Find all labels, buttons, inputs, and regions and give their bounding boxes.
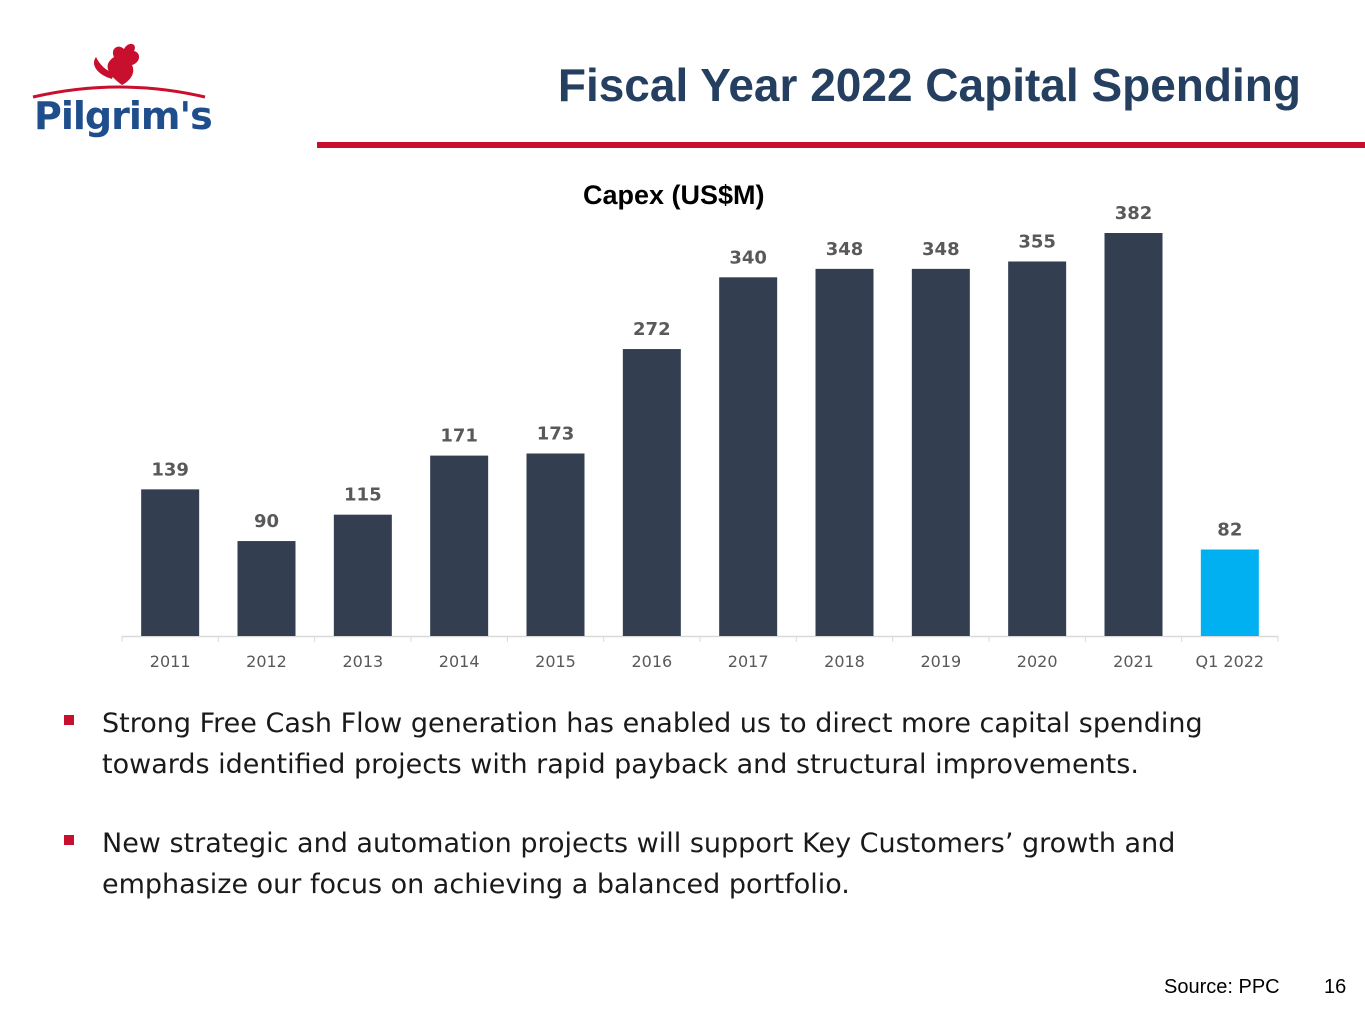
- x-tick-label: 2019: [920, 652, 961, 671]
- bar-2011: [141, 489, 200, 636]
- data-label: 348: [922, 239, 960, 260]
- data-label: 348: [826, 239, 864, 260]
- data-label: 171: [440, 426, 478, 447]
- bullet-item: Strong Free Cash Flow generation has ena…: [60, 703, 1260, 785]
- bar-2016: [622, 349, 681, 636]
- bar-2020: [1008, 261, 1067, 636]
- x-tick-label: 2014: [439, 652, 480, 671]
- bar-q1-2022: [1200, 549, 1259, 636]
- bullet-marker: [64, 835, 74, 845]
- chart-title: Capex (US$M): [583, 180, 765, 210]
- bar-2021: [1104, 233, 1163, 636]
- page-title: Fiscal Year 2022 Capital Spending: [557, 59, 1301, 111]
- x-tick-label: 2018: [824, 652, 865, 671]
- x-tick-label: 2013: [342, 652, 383, 671]
- capex-bar-chart: 139 2011 90 2012 115 2013 171 2014 173 2015 272 201…: [121, 203, 1279, 671]
- bar-2015: [526, 453, 585, 636]
- x-tick-label: 2021: [1113, 652, 1154, 671]
- data-label: 139: [151, 459, 189, 480]
- data-label: 355: [1018, 231, 1056, 252]
- data-label: 173: [537, 423, 575, 444]
- title-divider: [317, 142, 1365, 148]
- data-label: 340: [729, 247, 767, 268]
- data-label: 272: [633, 319, 671, 340]
- logo-wordmark: Pilgrim's: [34, 94, 213, 138]
- x-tick-label: 2011: [150, 652, 191, 671]
- bar-2014: [430, 455, 489, 636]
- page-number: 16: [1324, 976, 1347, 998]
- bullet-list: Strong Free Cash Flow generation has ena…: [60, 703, 1260, 943]
- bullet-text: New strategic and automation projects wi…: [102, 828, 1176, 900]
- bar-2013: [333, 514, 392, 636]
- bullet-item: New strategic and automation projects wi…: [60, 823, 1260, 905]
- rooster-icon: [32, 43, 206, 99]
- x-tick-label: 2020: [1017, 652, 1058, 671]
- x-tick-label: 2016: [631, 652, 672, 671]
- bar-2019: [911, 268, 970, 636]
- x-tick-label: 2015: [535, 652, 576, 671]
- source-note: Source: PPC: [1164, 976, 1280, 998]
- data-label: 90: [254, 511, 279, 532]
- bar-2017: [719, 277, 778, 636]
- bullet-marker: [64, 715, 74, 725]
- data-label: 82: [1217, 519, 1242, 540]
- bullet-text: Strong Free Cash Flow generation has ena…: [102, 708, 1203, 780]
- x-tick-label: Q1 2022: [1196, 652, 1265, 671]
- x-tick-label: 2017: [728, 652, 769, 671]
- bar-2018: [815, 268, 874, 636]
- data-label: 382: [1115, 203, 1153, 224]
- x-tick-label: 2012: [246, 652, 287, 671]
- data-label: 115: [344, 485, 382, 506]
- bar-2012: [237, 541, 296, 636]
